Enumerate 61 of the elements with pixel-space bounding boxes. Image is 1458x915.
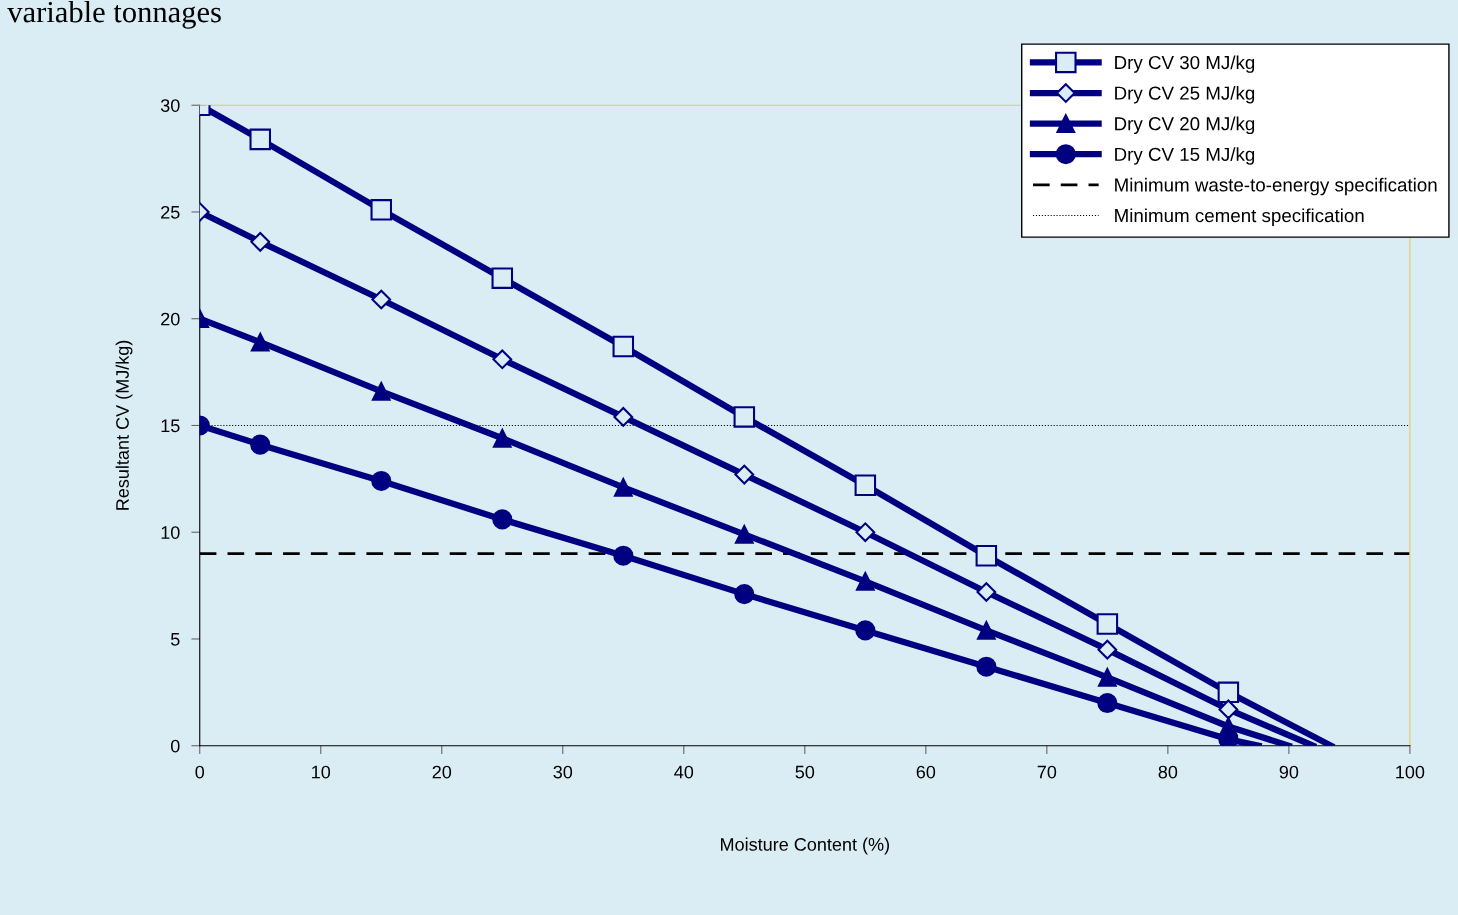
x-tick-label: 40	[674, 765, 694, 779]
x-tick-label: 30	[553, 765, 573, 779]
x-tick-label: 60	[916, 765, 936, 779]
point	[1097, 692, 1118, 714]
legend-label: Minimum cement specification	[1115, 208, 1364, 226]
point	[492, 349, 513, 370]
point	[491, 267, 514, 289]
point	[733, 406, 756, 428]
point	[613, 478, 633, 497]
point	[734, 464, 755, 485]
legend-label: Dry CV 25 MJ/kg	[1115, 86, 1255, 104]
y-tick-label: 10	[161, 526, 180, 539]
legend-label: Dry CV 30 MJ/kg	[1115, 55, 1255, 73]
point	[976, 582, 997, 602]
x-tick-label: 90	[1279, 765, 1299, 779]
legend-label: Dry CV 20 MJ/kg	[1115, 116, 1255, 135]
point	[250, 332, 270, 352]
y-tick-label: 30	[160, 99, 180, 112]
point	[250, 231, 271, 252]
point	[371, 289, 392, 310]
point	[612, 335, 635, 358]
x-tick-label: 0	[195, 765, 205, 779]
point	[1097, 668, 1117, 687]
chart-title: variable tonnages	[7, 0, 221, 29]
point	[1217, 681, 1240, 704]
point	[1097, 639, 1118, 660]
x-tick-label: 80	[1158, 765, 1178, 779]
point	[734, 524, 754, 544]
x-tick-label: 20	[432, 765, 452, 779]
x-axis-title: Moisture Content (%)	[721, 837, 889, 855]
y-tick-label: 25	[161, 205, 180, 219]
point	[1096, 613, 1119, 635]
point	[1218, 699, 1239, 720]
point	[855, 620, 876, 641]
point	[976, 621, 996, 640]
point	[250, 434, 271, 455]
x-tick-label: 70	[1037, 765, 1057, 779]
legend-label: Minimum waste-to-energy specification	[1115, 177, 1437, 196]
point	[370, 199, 393, 221]
point	[249, 128, 272, 151]
y-tick-label: 15	[161, 419, 180, 433]
point	[855, 571, 875, 591]
x-tick-label: 50	[795, 765, 815, 779]
y-tick-label: 20	[161, 312, 180, 326]
x-tick-label: 100	[1396, 765, 1425, 779]
point	[371, 381, 391, 401]
point	[492, 428, 512, 448]
point	[613, 407, 634, 427]
y-axis-title: Resultant CV (MJ/kg)	[115, 340, 133, 510]
point	[855, 522, 876, 543]
legend-label: Dry CV 15 MJ/kg	[1115, 147, 1255, 165]
point	[492, 509, 513, 530]
x-tick-label: 10	[312, 765, 331, 779]
point	[976, 656, 997, 677]
point	[371, 470, 392, 492]
point	[854, 474, 877, 497]
point	[975, 544, 998, 567]
point	[734, 584, 755, 605]
point	[613, 545, 634, 566]
y-tick-label: 5	[170, 633, 180, 646]
y-tick-label: 0	[170, 739, 180, 753]
